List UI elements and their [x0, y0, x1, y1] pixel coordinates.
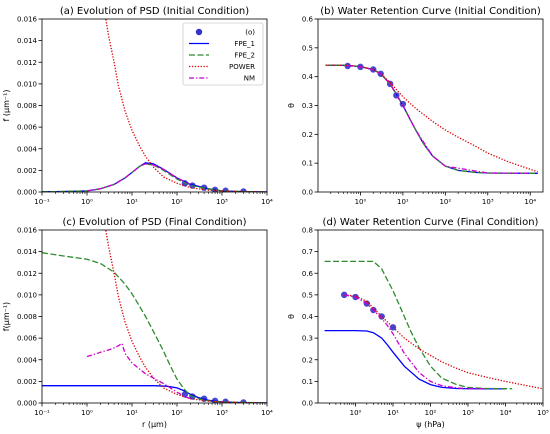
y-tick-label: 0.6	[302, 16, 314, 24]
y-tick-label: 0.008	[17, 102, 37, 110]
y-tick-label: 0.0	[302, 189, 313, 197]
x-tick-label: 10²	[425, 409, 437, 417]
y-tick-label: 0.012	[17, 270, 37, 278]
y-axis-label: f(μm⁻¹)	[2, 302, 11, 331]
series-d-nm	[344, 294, 486, 390]
y-tick-label: 0.002	[17, 378, 37, 386]
y-tick-label: 0.012	[17, 59, 37, 67]
y-tick-label: 0.6	[302, 270, 314, 278]
x-tick-label: 10⁻¹	[34, 198, 50, 206]
legend-marker	[195, 28, 203, 36]
x-tick-label: 10⁴	[500, 409, 512, 417]
y-tick-label: 0.016	[17, 16, 38, 24]
y-tick-label: 0.4	[302, 313, 314, 321]
legend-label: (o)	[245, 29, 255, 37]
chart-c: 10⁻¹ 10⁰ 10¹ 10² 10³ 10⁴ 0.000 0.002 0.004 0.006 0…	[2, 217, 273, 429]
chart-a: 10⁻¹ 10⁰ 10¹ 10² 10³ 10⁴ 0.000 0.002 0.004 0.006 0…	[2, 6, 273, 206]
series-b-fpe1	[325, 64, 538, 174]
x-tick-label: 10²	[171, 409, 183, 417]
y-tick-label: 0.000	[17, 400, 37, 408]
series-a-fpe1	[42, 162, 267, 192]
series-d-fpe2	[324, 260, 513, 390]
y-tick-label: 0.2	[302, 131, 313, 139]
legend: (o) FPE_1 FPE_2 POWER NM	[182, 22, 264, 86]
y-axis-label: θ	[287, 314, 296, 319]
series-c-nm	[86, 342, 191, 400]
series-b-nm	[347, 65, 531, 174]
y-tick-label: 0.014	[17, 248, 38, 256]
x-tick-label: 10³	[482, 198, 494, 206]
y-tick-label: 0.016	[17, 227, 38, 235]
y-tick-label: 0.004	[17, 356, 38, 364]
y-tick-label: 0.008	[17, 313, 37, 321]
x-tick-label: 10¹	[126, 198, 138, 206]
x-tick-label: 10²	[439, 198, 451, 206]
y-tick-label: 0.002	[17, 167, 37, 175]
series-d-fpe1	[324, 329, 506, 390]
y-tick-label: 0.000	[17, 189, 37, 197]
y-tick-label: 0.7	[302, 248, 313, 256]
chart-title: (c) Evolution of PSD (Final Condition)	[62, 217, 246, 228]
legend-label: POWER	[229, 63, 255, 71]
legend-label: FPE_2	[234, 52, 255, 60]
y-tick-label: 0.1	[302, 378, 313, 386]
x-tick-label: 10⁰	[81, 198, 93, 206]
chart-title: (a) Evolution of PSD (Initial Condition)	[60, 6, 249, 17]
series-a-nm	[86, 163, 191, 192]
x-tick-label: 10¹	[397, 198, 409, 206]
series-c-fpe2	[42, 252, 267, 403]
chart-b: 10⁰ 10¹ 10² 10³ 10⁴ 0.0 0.1 0.2 0.3 0.4 0.5 0.6 (b) …	[287, 6, 544, 206]
x-tick-label: 10⁴	[524, 198, 536, 206]
x-tick-label: 10⁰	[355, 198, 367, 206]
x-tick-label: 10³	[462, 409, 474, 417]
y-tick-label: 0.0	[302, 400, 313, 408]
y-tick-label: 0.2	[302, 356, 313, 364]
y-axis-label: θ	[287, 103, 296, 108]
x-tick-label: 10⁵	[537, 409, 549, 417]
legend-label: NM	[244, 75, 255, 83]
series-d-power	[344, 294, 543, 390]
x-axis-label: r (μm)	[142, 420, 167, 429]
x-tick-label: 10³	[216, 198, 228, 206]
x-tick-label: 10¹	[126, 409, 138, 417]
series-b-fpe2	[325, 64, 538, 174]
legend-label: FPE_1	[234, 40, 255, 48]
plot-frame	[41, 229, 268, 404]
y-tick-label: 0.006	[17, 335, 38, 343]
x-tick-label: 10³	[216, 409, 228, 417]
chart-title: (b) Water Retention Curve (Initial Condi…	[320, 6, 541, 17]
y-tick-label: 0.5	[302, 44, 313, 52]
x-tick-label: 10²	[171, 198, 183, 206]
chart-d: 10⁰ 10¹ 10² 10³ 10⁴ 10⁵ 0.0 0.1 0.2 0.3 0.4 0.5 0.6 0…	[287, 217, 549, 429]
x-axis-label: ψ (hPa)	[416, 420, 445, 429]
x-tick-label: 10¹	[387, 409, 399, 417]
x-tick-label: 10⁻¹	[34, 409, 50, 417]
y-tick-label: 0.3	[302, 335, 313, 343]
y-tick-label: 0.8	[302, 227, 313, 235]
y-tick-label: 0.010	[17, 80, 37, 88]
series-a-fpe2	[42, 163, 267, 192]
series-c-fpe1	[42, 385, 267, 403]
y-axis-label: f (μm⁻¹)	[2, 90, 11, 122]
y-tick-label: 0.010	[17, 291, 37, 299]
series-c-power	[105, 230, 267, 403]
plot-frame	[317, 18, 544, 193]
y-tick-label: 0.3	[302, 102, 313, 110]
legend-box	[182, 22, 264, 86]
plot-frame	[317, 229, 544, 404]
x-tick-label: 10⁴	[261, 198, 273, 206]
series-b-power	[325, 64, 538, 173]
series-a-power	[105, 19, 267, 192]
y-tick-label: 0.4	[302, 73, 314, 81]
y-tick-label: 0.006	[17, 124, 38, 132]
y-tick-label: 0.014	[17, 37, 38, 45]
x-tick-label: 10⁰	[350, 409, 362, 417]
x-tick-label: 10⁰	[81, 409, 93, 417]
y-tick-label: 0.1	[302, 160, 313, 168]
chart-title: (d) Water Retention Curve (Final Conditi…	[323, 217, 539, 228]
y-tick-label: 0.004	[17, 145, 38, 153]
x-tick-label: 10⁴	[261, 409, 273, 417]
y-tick-label: 0.5	[302, 291, 313, 299]
